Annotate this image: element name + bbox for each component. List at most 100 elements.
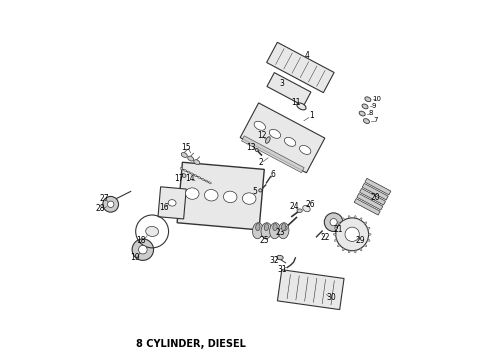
Polygon shape (267, 42, 334, 93)
Ellipse shape (223, 191, 237, 203)
Ellipse shape (277, 255, 283, 260)
Ellipse shape (278, 223, 289, 239)
Polygon shape (158, 187, 186, 219)
Ellipse shape (359, 111, 365, 116)
Text: 29: 29 (356, 236, 366, 245)
Ellipse shape (281, 224, 286, 231)
Ellipse shape (367, 239, 370, 241)
Ellipse shape (187, 171, 190, 173)
Text: 24: 24 (290, 202, 299, 211)
Ellipse shape (299, 145, 311, 154)
Ellipse shape (348, 250, 350, 253)
Ellipse shape (181, 173, 186, 177)
Ellipse shape (146, 226, 159, 237)
Ellipse shape (338, 222, 340, 224)
Text: 12: 12 (257, 131, 267, 140)
Text: 19: 19 (130, 253, 140, 262)
Text: 22: 22 (320, 233, 330, 242)
Ellipse shape (354, 216, 356, 219)
Text: 9: 9 (372, 103, 376, 109)
Ellipse shape (360, 248, 362, 251)
Ellipse shape (284, 138, 296, 147)
Ellipse shape (188, 156, 194, 161)
Ellipse shape (184, 169, 186, 171)
Ellipse shape (343, 248, 344, 251)
Text: 30: 30 (326, 293, 336, 302)
Ellipse shape (180, 167, 183, 170)
Text: 3: 3 (280, 80, 285, 89)
Ellipse shape (364, 119, 369, 123)
Polygon shape (240, 103, 325, 173)
Text: 26: 26 (305, 200, 315, 209)
Ellipse shape (334, 227, 337, 229)
Ellipse shape (348, 216, 350, 219)
Polygon shape (357, 193, 383, 210)
Circle shape (345, 227, 359, 242)
Ellipse shape (194, 160, 200, 165)
Text: 25: 25 (259, 236, 269, 245)
Ellipse shape (303, 206, 310, 212)
Ellipse shape (334, 239, 337, 241)
Ellipse shape (338, 244, 340, 247)
Text: 2: 2 (259, 158, 264, 167)
Circle shape (107, 201, 114, 207)
Ellipse shape (254, 121, 266, 130)
Text: 32: 32 (269, 256, 279, 265)
Ellipse shape (209, 182, 211, 184)
Ellipse shape (365, 222, 367, 224)
Circle shape (139, 246, 147, 254)
Ellipse shape (297, 103, 306, 110)
Circle shape (330, 219, 337, 226)
Circle shape (103, 197, 119, 212)
Circle shape (324, 213, 343, 231)
Ellipse shape (191, 173, 194, 175)
Ellipse shape (270, 129, 281, 138)
Text: 8: 8 (369, 110, 373, 116)
Ellipse shape (261, 223, 272, 239)
Ellipse shape (195, 175, 197, 177)
Ellipse shape (256, 224, 260, 231)
Ellipse shape (264, 224, 269, 231)
Ellipse shape (266, 137, 270, 143)
Ellipse shape (333, 233, 336, 235)
Ellipse shape (168, 200, 176, 206)
Text: 10: 10 (372, 95, 381, 102)
Ellipse shape (297, 209, 302, 212)
Ellipse shape (243, 193, 256, 204)
Polygon shape (365, 178, 391, 195)
Ellipse shape (365, 97, 371, 102)
Text: 31: 31 (277, 265, 287, 274)
Text: 15: 15 (181, 143, 191, 152)
Polygon shape (362, 183, 388, 200)
Ellipse shape (354, 250, 356, 253)
Text: 18: 18 (137, 236, 146, 245)
Text: 27: 27 (99, 194, 109, 203)
Ellipse shape (343, 218, 344, 220)
Polygon shape (360, 188, 386, 205)
Text: 21: 21 (334, 225, 343, 234)
Circle shape (336, 218, 368, 251)
Ellipse shape (259, 189, 262, 192)
Ellipse shape (367, 227, 370, 229)
Ellipse shape (273, 224, 277, 231)
Ellipse shape (360, 218, 362, 220)
Ellipse shape (368, 233, 371, 235)
Text: 16: 16 (159, 203, 169, 212)
Text: 14: 14 (186, 174, 195, 183)
Text: 5: 5 (252, 187, 257, 196)
Text: 11: 11 (292, 98, 301, 107)
Ellipse shape (270, 223, 280, 239)
Ellipse shape (252, 223, 263, 239)
Text: 28: 28 (96, 204, 105, 213)
Circle shape (132, 239, 153, 260)
Polygon shape (242, 136, 304, 173)
Ellipse shape (283, 226, 287, 230)
Polygon shape (267, 73, 311, 106)
Text: 13: 13 (246, 143, 256, 152)
Text: 4: 4 (304, 51, 309, 60)
Text: 23: 23 (276, 228, 286, 237)
Ellipse shape (204, 189, 218, 201)
Polygon shape (354, 198, 380, 215)
Polygon shape (277, 270, 344, 310)
Ellipse shape (181, 153, 187, 157)
